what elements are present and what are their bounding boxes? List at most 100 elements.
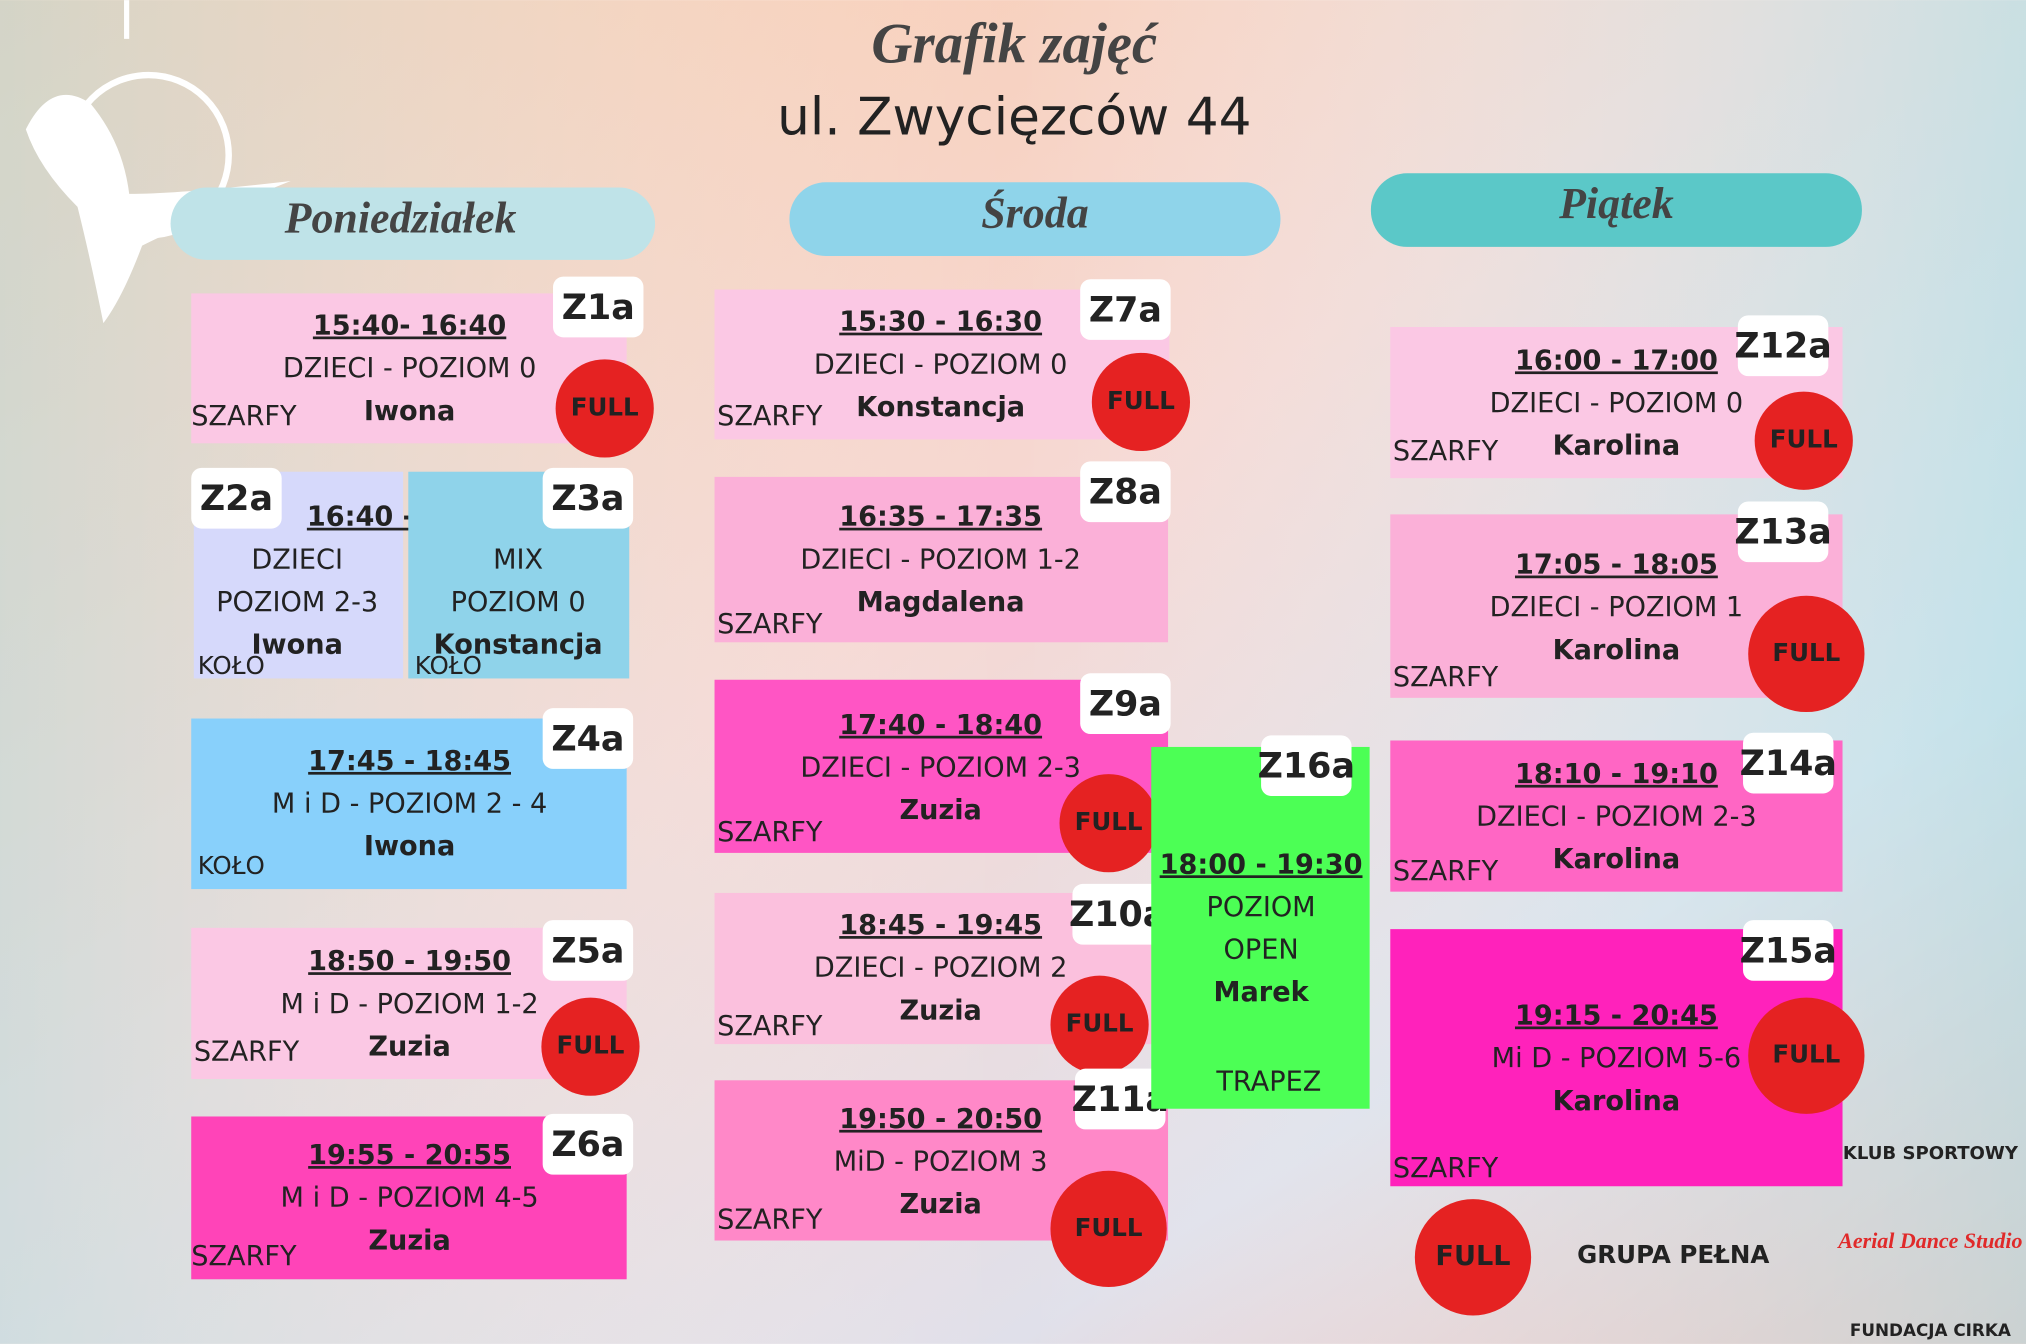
apparatus: KOŁO bbox=[415, 651, 482, 680]
class-code-badge bbox=[1743, 732, 1834, 794]
full-label: FULL bbox=[1075, 807, 1143, 836]
class-level: DZIECI - POZIOM 2 bbox=[814, 953, 1068, 984]
full-label: FULL bbox=[571, 392, 639, 421]
apparatus: SZARFY bbox=[1393, 436, 1499, 467]
apparatus: SZARFY bbox=[717, 1205, 823, 1236]
apparatus: SZARFY bbox=[1393, 662, 1499, 693]
class-code-badge bbox=[553, 276, 644, 338]
class-level: M i D - POZIOM 2 - 4 bbox=[272, 789, 547, 820]
apparatus: SZARFY bbox=[717, 609, 823, 640]
full-label: FULL bbox=[1772, 638, 1840, 667]
aerialist-silhouette bbox=[25, 94, 291, 324]
full-label: FULL bbox=[1066, 1009, 1134, 1038]
day-header bbox=[170, 187, 656, 260]
class-code-badge bbox=[542, 920, 634, 981]
class-code: Z10a bbox=[1069, 895, 1166, 935]
class-level: DZIECI - POZIOM 0 bbox=[814, 349, 1068, 380]
full-badge bbox=[541, 997, 640, 1096]
teacher: Karolina bbox=[1553, 431, 1681, 462]
legend-text: GRUPA PEŁNA bbox=[1577, 1240, 1769, 1269]
logo-bottom: FUNDACJA CIRKA bbox=[1850, 1320, 2011, 1340]
class-code: Z12a bbox=[1734, 327, 1831, 367]
class-level: POZIOM 2-3 bbox=[216, 587, 378, 618]
full-badge bbox=[555, 359, 654, 458]
class-code: Z8a bbox=[1089, 473, 1162, 513]
teacher: Zuzia bbox=[368, 1031, 450, 1062]
class-code-badge bbox=[1261, 735, 1352, 797]
class-level: MIX bbox=[493, 544, 543, 575]
class-level: Mi D - POZIOM 5-6 bbox=[1492, 1043, 1741, 1074]
class-level: DZIECI - POZIOM 2-3 bbox=[1476, 802, 1757, 833]
teacher: Zuzia bbox=[899, 995, 981, 1026]
class-level: M i D - POZIOM 1-2 bbox=[281, 989, 539, 1020]
class-code-badge bbox=[1743, 920, 1834, 981]
apparatus: SZARFY bbox=[191, 401, 297, 432]
class-code: Z15a bbox=[1740, 931, 1837, 971]
teacher: Marek bbox=[1214, 977, 1310, 1008]
class-level: DZIECI - POZIOM 1-2 bbox=[800, 544, 1081, 575]
class-time: 19:15 - 20:45 bbox=[1515, 1000, 1718, 1031]
class-code: Z16a bbox=[1258, 747, 1355, 787]
class-level: MiD - POZIOM 3 bbox=[834, 1146, 1048, 1177]
apparatus: SZARFY bbox=[717, 401, 823, 432]
class-code-badge bbox=[1075, 1068, 1166, 1130]
class-time: 16:35 - 17:35 bbox=[839, 502, 1042, 533]
full-label: FULL bbox=[1770, 425, 1838, 454]
class-time: 19:50 - 20:50 bbox=[839, 1104, 1042, 1135]
teacher: Iwona bbox=[251, 630, 342, 661]
full-badge bbox=[1059, 774, 1158, 873]
full-badge bbox=[1091, 352, 1191, 452]
teacher: Karolina bbox=[1553, 635, 1681, 666]
class-level: OPEN bbox=[1224, 935, 1299, 966]
class-code: Z5a bbox=[551, 931, 624, 971]
full-label: FULL bbox=[557, 1031, 625, 1060]
full-label: FULL bbox=[1075, 1213, 1143, 1242]
teacher: Magdalena bbox=[857, 587, 1025, 618]
apparatus: SZARFY bbox=[1393, 1153, 1499, 1184]
class-code-badge bbox=[1080, 279, 1171, 340]
class-code: Z7a bbox=[1089, 291, 1162, 331]
class-time: 15:30 - 16:30 bbox=[839, 307, 1042, 338]
apparatus: SZARFY bbox=[717, 1011, 823, 1042]
teacher: Konstancja bbox=[434, 630, 603, 661]
day-header bbox=[789, 182, 1281, 256]
class-time: 18:50 - 19:50 bbox=[308, 946, 511, 977]
apparatus: SZARFY bbox=[717, 817, 823, 848]
logo-name: Aerial Dance Studio bbox=[1836, 1228, 2022, 1253]
class-code-badge bbox=[1737, 315, 1829, 377]
teacher: Zuzia bbox=[368, 1225, 450, 1256]
class-code-badge bbox=[542, 467, 634, 529]
apparatus: SZARFY bbox=[191, 1241, 297, 1272]
class-code: Z9a bbox=[1089, 685, 1162, 725]
full-badge bbox=[1748, 595, 1865, 713]
apparatus: KOŁO bbox=[198, 651, 265, 680]
class-level: DZIECI - POZIOM 1 bbox=[1490, 592, 1744, 623]
class-time: 15:40- 16:40 bbox=[313, 311, 506, 342]
full-label: FULL bbox=[1772, 1040, 1840, 1069]
class-level: DZIECI bbox=[251, 544, 343, 575]
teacher: Karolina bbox=[1553, 1086, 1681, 1117]
full-badge bbox=[1754, 391, 1853, 490]
class-level: M i D - POZIOM 4-5 bbox=[281, 1183, 539, 1214]
class-code: Z1a bbox=[562, 288, 635, 328]
class-code-badge bbox=[1072, 883, 1163, 945]
class-code-badge bbox=[1080, 461, 1171, 523]
class-code: Z3a bbox=[551, 479, 624, 519]
class-code-badge bbox=[1080, 673, 1171, 735]
class-code: Z14a bbox=[1740, 744, 1837, 784]
teacher: Konstancja bbox=[856, 392, 1025, 423]
class-code-badge bbox=[542, 1113, 634, 1175]
class-time: 19:55 - 20:55 bbox=[308, 1140, 511, 1171]
apparatus: SZARFY bbox=[1393, 856, 1499, 887]
class-code-badge bbox=[542, 708, 634, 769]
full-badge bbox=[1050, 1170, 1167, 1288]
class-time: 17:45 - 18:45 bbox=[308, 746, 511, 777]
teacher: Karolina bbox=[1553, 844, 1681, 875]
class-level: DZIECI - POZIOM 2-3 bbox=[800, 752, 1081, 783]
subtitle: ul. Zwycięzców 44 bbox=[777, 87, 1251, 147]
class-time: 17:05 - 18:05 bbox=[1515, 550, 1718, 581]
day-name: Piątek bbox=[1558, 179, 1674, 228]
class-time: 18:00 - 19:30 bbox=[1160, 849, 1363, 880]
